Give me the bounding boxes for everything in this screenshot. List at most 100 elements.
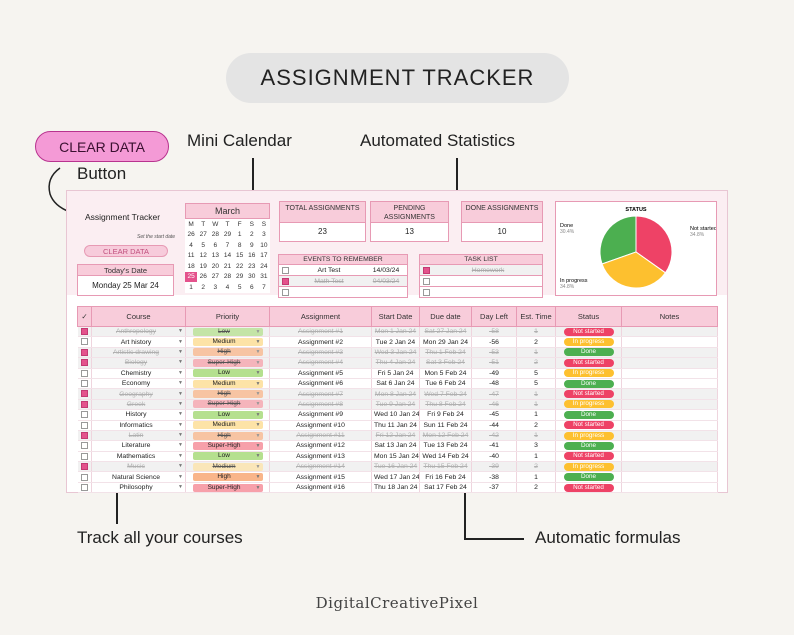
notes-cell[interactable] <box>621 430 718 442</box>
priority-pill[interactable]: Medium ▼ <box>192 338 263 347</box>
priority-cell[interactable]: Low ▼ <box>185 326 270 338</box>
notes-cell[interactable] <box>621 420 718 431</box>
course-cell[interactable]: Informatics ▼ <box>91 420 186 431</box>
calendar-day[interactable]: 6 <box>249 283 254 291</box>
priority-pill[interactable]: Super-High ▼ <box>192 358 263 367</box>
calendar-day[interactable]: 20 <box>211 262 219 270</box>
notes-cell[interactable] <box>621 471 718 483</box>
status-cell[interactable]: In progress <box>555 368 622 379</box>
course-cell[interactable]: Literature ▼ <box>91 440 186 452</box>
priority-cell[interactable]: High ▼ <box>185 347 270 359</box>
course-cell[interactable]: Biology ▼ <box>91 357 186 369</box>
priority-dropdown-icon[interactable]: ▼ <box>255 442 261 449</box>
course-cell[interactable]: Anthropology ▼ <box>91 326 186 338</box>
status-badge[interactable]: Not started <box>563 452 614 461</box>
calendar-day[interactable]: 24 <box>260 262 268 270</box>
status-cell[interactable]: Not started <box>555 326 622 338</box>
calendar-day[interactable]: 6 <box>213 241 218 249</box>
course-cell[interactable]: Latin ▼ <box>91 430 186 442</box>
calendar-day[interactable]: 1 <box>237 231 242 239</box>
priority-dropdown-icon[interactable]: ▼ <box>255 391 261 398</box>
calendar-day[interactable]: 8 <box>237 241 242 249</box>
priority-dropdown-icon[interactable]: ▼ <box>255 370 261 377</box>
priority-pill[interactable]: High ▼ <box>192 431 263 440</box>
status-cell[interactable]: Done <box>555 471 622 483</box>
status-badge[interactable]: Not started <box>563 483 614 492</box>
priority-pill[interactable]: Medium ▼ <box>192 421 263 430</box>
calendar-day[interactable]: 7 <box>225 241 230 249</box>
course-cell[interactable]: Mathematics ▼ <box>91 451 186 463</box>
status-badge[interactable]: Done <box>563 379 614 388</box>
course-cell[interactable]: Economy ▼ <box>91 378 186 390</box>
calendar-day[interactable]: 30 <box>248 273 256 281</box>
course-dropdown-icon[interactable]: ▼ <box>178 442 183 449</box>
priority-cell[interactable]: Low ▼ <box>185 368 270 379</box>
course-dropdown-icon[interactable]: ▼ <box>178 390 183 397</box>
status-cell[interactable]: Not started <box>555 451 622 463</box>
course-dropdown-icon[interactable]: ▼ <box>178 400 183 407</box>
course-cell[interactable]: Philosophy ▼ <box>91 482 186 494</box>
calendar-day[interactable]: 23 <box>248 262 256 270</box>
row-checkbox[interactable] <box>80 421 88 429</box>
calendar-day[interactable]: 9 <box>249 241 254 249</box>
course-dropdown-icon[interactable]: ▼ <box>178 348 183 355</box>
calendar-day[interactable]: 12 <box>199 252 207 260</box>
status-cell[interactable]: Not started <box>555 388 622 400</box>
priority-dropdown-icon[interactable]: ▼ <box>255 359 261 366</box>
calendar-day[interactable]: 21 <box>223 262 232 270</box>
priority-pill[interactable]: Super-High ▼ <box>192 483 263 492</box>
course-dropdown-icon[interactable]: ▼ <box>178 338 183 345</box>
priority-cell[interactable]: Super-High ▼ <box>185 357 270 369</box>
calendar-day[interactable]: 29 <box>236 273 244 281</box>
row-checkbox[interactable] <box>80 411 88 419</box>
notes-cell[interactable] <box>621 388 718 400</box>
row-checkbox[interactable] <box>80 390 88 398</box>
calendar-day[interactable]: 11 <box>187 252 195 260</box>
notes-cell[interactable] <box>621 440 718 452</box>
row-checkbox[interactable] <box>80 328 88 336</box>
row-checkbox[interactable] <box>80 348 88 356</box>
status-badge[interactable]: Not started <box>563 421 614 430</box>
priority-dropdown-icon[interactable]: ▼ <box>255 474 261 481</box>
task-checkbox[interactable] <box>423 277 430 285</box>
status-badge[interactable]: Done <box>563 473 614 482</box>
calendar-day[interactable]: 15 <box>236 252 244 260</box>
row-checkbox[interactable] <box>80 442 88 450</box>
course-cell[interactable]: Art history ▼ <box>91 336 186 348</box>
course-cell[interactable]: Natural Science ▼ <box>91 471 186 483</box>
status-cell[interactable]: Not started <box>555 420 622 431</box>
status-badge[interactable]: Done <box>563 441 614 450</box>
calendar-day[interactable]: 1 <box>189 283 193 291</box>
priority-dropdown-icon[interactable]: ▼ <box>255 484 261 491</box>
calendar-day[interactable]: 27 <box>211 273 219 281</box>
course-dropdown-icon[interactable]: ▼ <box>178 452 183 459</box>
task-checkbox[interactable] <box>423 266 430 274</box>
status-badge[interactable]: In progress <box>563 431 614 440</box>
priority-pill[interactable]: Low ▼ <box>192 452 263 461</box>
priority-cell[interactable]: Super-High ▼ <box>185 440 270 452</box>
calendar-day[interactable]: 2 <box>249 231 254 239</box>
calendar-day[interactable]: 16 <box>248 252 256 260</box>
priority-cell[interactable]: High ▼ <box>185 430 270 442</box>
course-dropdown-icon[interactable]: ▼ <box>178 432 183 439</box>
calendar-day[interactable]: 29 <box>223 231 232 239</box>
calendar-day[interactable]: 26 <box>199 273 207 281</box>
course-cell[interactable]: Geography ▼ <box>91 388 186 400</box>
calendar-day[interactable]: 2 <box>201 283 206 291</box>
event-checkbox[interactable] <box>282 288 289 296</box>
row-checkbox[interactable] <box>80 380 88 387</box>
status-badge[interactable]: Not started <box>563 327 614 336</box>
priority-pill[interactable]: High ▼ <box>192 348 263 357</box>
course-dropdown-icon[interactable]: ▼ <box>178 484 183 491</box>
priority-cell[interactable]: Medium ▼ <box>185 378 270 390</box>
status-badge[interactable]: Done <box>563 410 614 419</box>
status-badge[interactable]: In progress <box>563 462 614 471</box>
status-badge[interactable]: In progress <box>563 400 614 409</box>
priority-dropdown-icon[interactable]: ▼ <box>255 339 261 346</box>
row-checkbox[interactable] <box>80 431 88 439</box>
status-cell[interactable]: In progress <box>555 430 622 442</box>
priority-dropdown-icon[interactable]: ▼ <box>255 328 261 335</box>
priority-cell[interactable]: Super-High ▼ <box>185 399 270 411</box>
row-checkbox[interactable] <box>80 463 88 471</box>
priority-dropdown-icon[interactable]: ▼ <box>255 432 261 439</box>
